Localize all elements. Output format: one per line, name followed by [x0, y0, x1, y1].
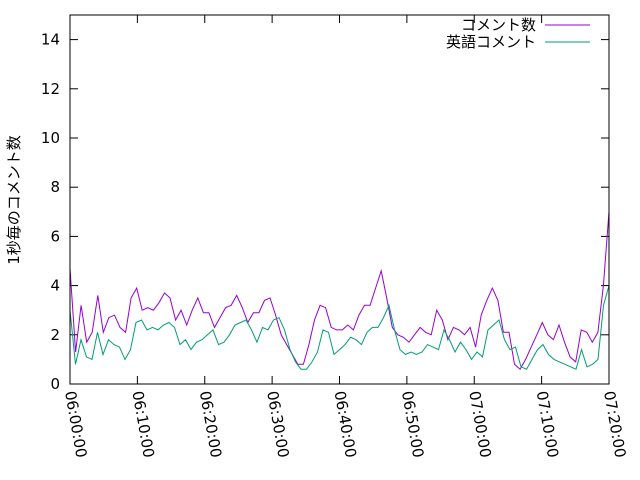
- legend-label: コメント数: [461, 16, 536, 34]
- y-tick-label: 0: [50, 375, 60, 393]
- series-line-english-comments: [69, 285, 610, 370]
- y-tick-label: 6: [50, 227, 60, 245]
- y-tick-label: 8: [50, 178, 60, 196]
- x-tick-label: 07:20:00: [600, 390, 629, 459]
- y-tick-label: 4: [50, 277, 60, 295]
- y-axis-ticks: 0 2 4 6 8 10 12 14: [41, 31, 609, 393]
- series-lines: [69, 211, 610, 370]
- y-tick-label: 14: [41, 31, 60, 49]
- x-axis-ticks: 06:00:00 06:10:00 06:20:00 06:30:00 06:40:00…: [61, 15, 629, 459]
- series-line-comment-count: [69, 211, 610, 370]
- x-tick-label: 06:00:00: [61, 390, 90, 459]
- y-axis-label: 1秒毎のコメント数: [5, 135, 23, 265]
- y-tick-label: 12: [41, 80, 60, 98]
- x-tick-label: 06:30:00: [263, 390, 292, 459]
- legend-label: 英語コメント: [446, 33, 536, 51]
- y-tick-label: 2: [50, 326, 60, 344]
- x-tick-label: 06:10:00: [128, 390, 157, 459]
- x-tick-label: 06:20:00: [196, 390, 225, 459]
- x-tick-label: 06:50:00: [398, 390, 427, 459]
- x-tick-label: 06:40:00: [331, 390, 360, 459]
- x-tick-label: 07:00:00: [465, 390, 494, 459]
- y-tick-label: 10: [41, 129, 60, 147]
- plot-frame: [69, 14, 610, 385]
- x-tick-label: 07:10:00: [533, 390, 562, 459]
